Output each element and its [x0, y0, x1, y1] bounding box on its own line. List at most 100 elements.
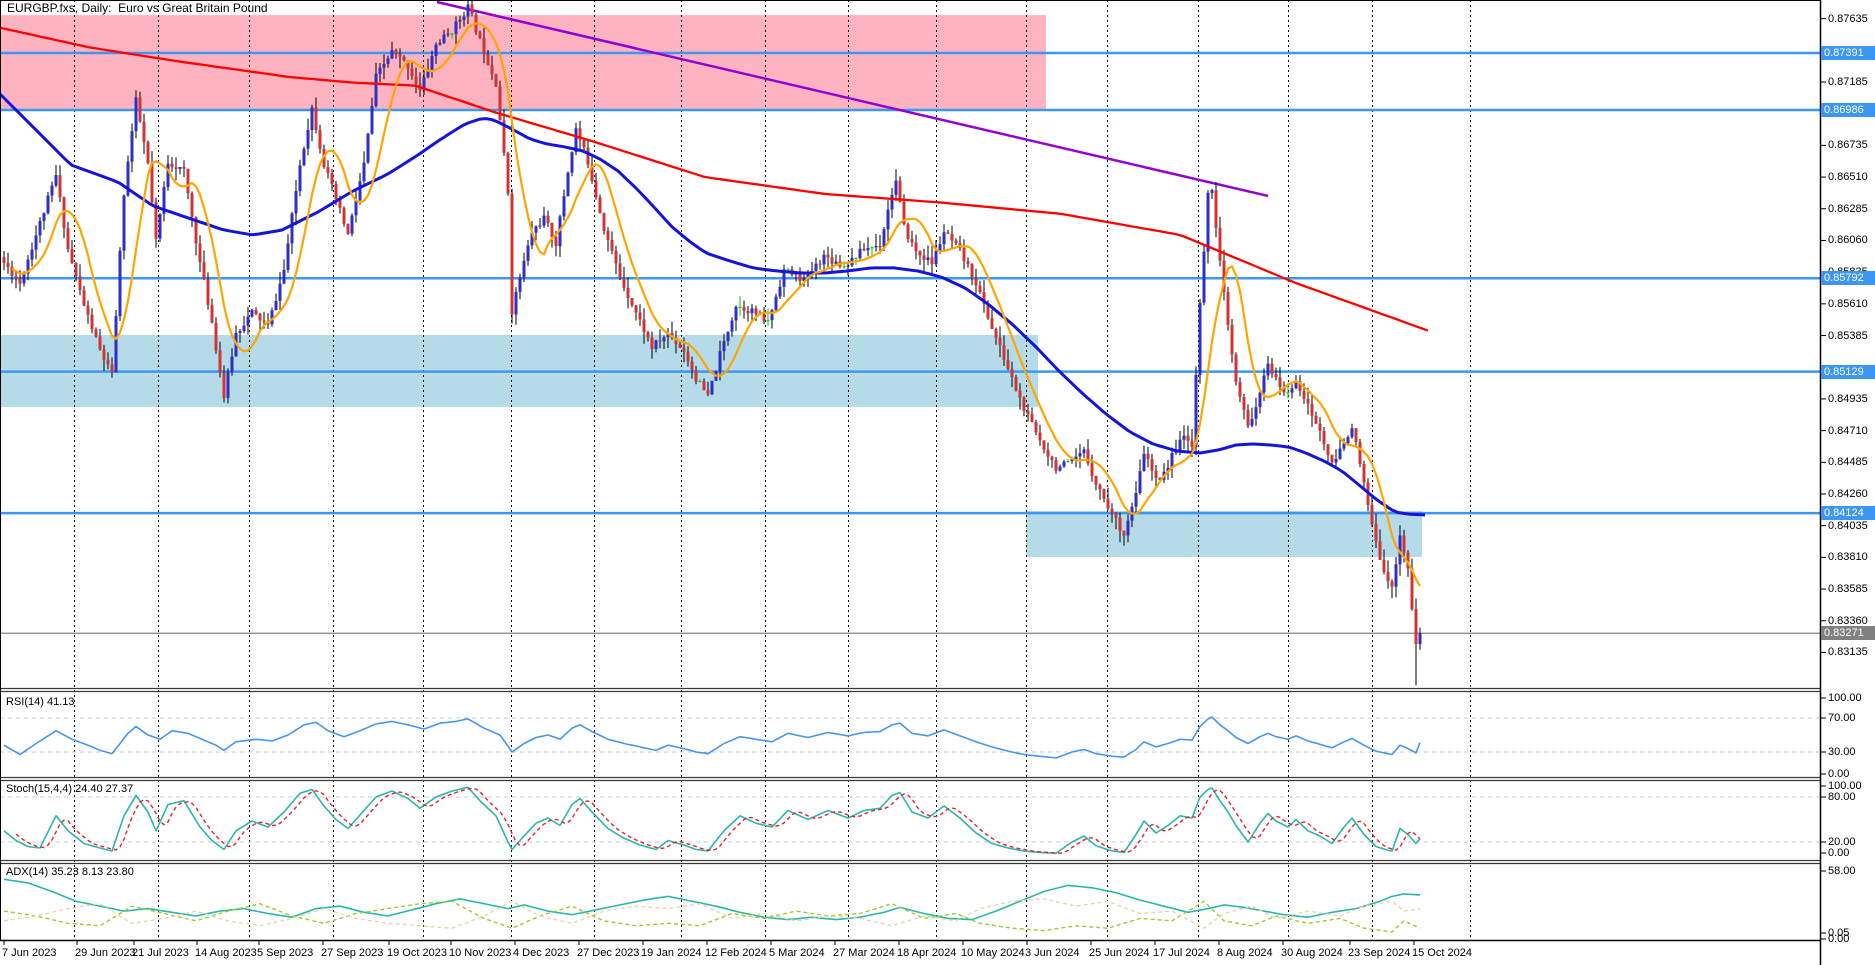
candle	[22, 273, 26, 284]
price-tick-label: 0.87185	[1828, 76, 1868, 88]
candle	[698, 381, 702, 383]
candle	[498, 86, 502, 121]
stochastic-scale-label: 80.00	[1828, 791, 1856, 803]
candle	[326, 167, 330, 174]
price-axis[interactable]: 0.87635 0.87185 0.86735 0.86510 0.86285 0.860…	[1820, 0, 1875, 965]
candle	[430, 56, 434, 70]
candle	[1202, 251, 1206, 303]
candle	[842, 266, 846, 268]
rsi-scale-label: 70.00	[1828, 712, 1856, 724]
candle	[834, 261, 838, 264]
candle	[658, 340, 662, 342]
candle	[482, 37, 486, 55]
candle	[130, 131, 134, 162]
candle	[694, 369, 698, 382]
candle	[502, 120, 506, 154]
candle	[1054, 459, 1058, 471]
candle	[1346, 437, 1350, 444]
candle	[1334, 458, 1338, 463]
candle	[34, 235, 38, 250]
candle	[866, 248, 870, 251]
candle	[1198, 302, 1202, 375]
candle	[734, 306, 738, 321]
candle	[306, 130, 310, 149]
date-label: 5 Sep 2023	[257, 947, 314, 959]
candle	[1118, 517, 1122, 531]
candle	[214, 322, 218, 351]
candle	[86, 305, 90, 315]
candle	[1066, 460, 1070, 462]
rsi-scale-label: 100.00	[1828, 692, 1862, 704]
candle	[602, 213, 606, 231]
candle	[554, 237, 558, 247]
candle	[1018, 390, 1022, 398]
candle	[882, 229, 886, 248]
candle	[666, 332, 670, 338]
date-label: 23 Sep 2024	[1348, 947, 1411, 959]
candle	[1394, 564, 1398, 587]
price-tick-label: 0.85610	[1828, 297, 1868, 310]
candle	[766, 320, 770, 322]
candle	[1226, 291, 1230, 325]
candle	[522, 260, 526, 278]
candle	[1010, 368, 1014, 377]
candle	[102, 349, 106, 360]
candle	[742, 306, 746, 311]
candle	[1242, 397, 1246, 410]
candle	[94, 329, 98, 337]
stoch-indicator-label: Stoch(15,4,4) 24.40 27.37	[6, 783, 134, 795]
trendline[interactable]	[436, 0, 1269, 198]
candle	[334, 184, 338, 200]
price-tick-label: 0.83810	[1828, 551, 1868, 564]
rsi-indicator-label: RSI(14) 41.13	[6, 696, 75, 708]
date-axis[interactable]: 7 Jun 2023 29 Jun 2023 21 Jul 2023 14 Aug 2…	[0, 941, 1820, 965]
candle	[1318, 423, 1322, 431]
price-tick-label: 0.84035	[1828, 519, 1868, 532]
candle	[1306, 398, 1310, 404]
price-tick-label: 0.84485	[1828, 456, 1868, 469]
candle	[1194, 374, 1198, 447]
candle	[814, 263, 818, 271]
candle	[494, 74, 498, 87]
candle	[402, 56, 406, 61]
candle	[874, 246, 878, 248]
candle	[1098, 484, 1102, 490]
candle	[118, 250, 122, 317]
candle	[290, 213, 294, 244]
candle	[1138, 471, 1142, 493]
date-label: 15 Oct 2024	[1412, 947, 1472, 959]
candle	[854, 257, 858, 259]
date-label: 27 Mar 2024	[833, 947, 895, 959]
date-label: 10 Nov 2023	[449, 947, 512, 959]
adx-di-plus-line	[3, 900, 1421, 933]
candle	[190, 193, 194, 218]
candle	[278, 283, 282, 301]
candle	[250, 309, 254, 317]
candle	[950, 233, 954, 241]
candle	[1186, 435, 1190, 441]
candle	[630, 298, 634, 306]
candle	[238, 331, 242, 333]
candle	[294, 191, 298, 214]
candle	[246, 316, 250, 326]
price-tick-label: 0.86510	[1828, 171, 1868, 184]
candle	[1290, 388, 1294, 393]
candle	[1122, 530, 1126, 536]
candle	[422, 77, 426, 91]
candle	[918, 251, 922, 256]
candle	[910, 238, 914, 243]
candle	[106, 359, 110, 365]
candle	[1310, 403, 1314, 416]
candle	[366, 133, 370, 163]
candle	[846, 265, 850, 267]
candle	[254, 309, 258, 314]
candle	[994, 328, 998, 338]
rsi-line	[3, 716, 1421, 759]
candle	[1170, 453, 1174, 468]
candle	[1258, 392, 1262, 408]
candle	[806, 271, 810, 279]
candle	[1274, 374, 1278, 378]
candle	[998, 337, 1002, 346]
candle	[458, 19, 462, 22]
